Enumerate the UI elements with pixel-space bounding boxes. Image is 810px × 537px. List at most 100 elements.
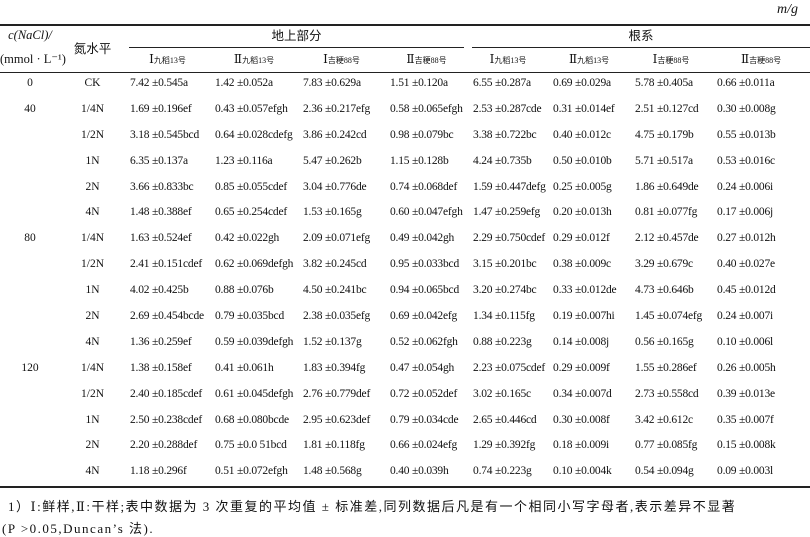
value-cell: 0.45 ±0.012d	[717, 284, 776, 297]
value-cell: 5.71 ±0.517a	[635, 154, 693, 167]
value-cell: 0.34 ±0.007d	[553, 387, 612, 400]
nitrogen-cell: 4N	[85, 335, 100, 348]
cultivar: 九稻13号	[577, 55, 610, 65]
value-cell: 0.35 ±0.007f	[717, 413, 774, 426]
value-cell: 0.25 ±0.005g	[553, 180, 612, 193]
value-cell: 2.38 ±0.035efg	[303, 309, 371, 322]
value-cell: 1.55 ±0.286ef	[635, 361, 697, 374]
value-cell: 0.24 ±0.006i	[717, 180, 773, 193]
value-cell: 0.50 ±0.010b	[553, 154, 612, 167]
value-cell: 0.88 ±0.223g	[473, 335, 532, 348]
value-cell: 2.23 ±0.075cdef	[473, 361, 545, 374]
value-cell: 0.51 ±0.072efgh	[215, 465, 288, 478]
value-cell: 0.30 ±0.008f	[553, 413, 610, 426]
cultivar: 吉粳88号	[749, 55, 782, 65]
table-row: 2N 2.69 ±0.454bcde 0.79 ±0.035bcd 2.38 ±0.0…	[0, 303, 810, 329]
table-row: 1N 4.02 ±0.425b 0.88 ±0.076b 4.50 ±0.241bc 0…	[0, 277, 810, 303]
nitrogen-cell: 1N	[85, 284, 100, 297]
conc-cell	[0, 148, 60, 174]
value-cell: 0.66 ±0.024efg	[390, 439, 458, 452]
footnote-line2: (P >0.05,Duncan’s 法).	[2, 521, 155, 536]
value-cell: 3.18 ±0.545bcd	[130, 128, 199, 141]
value-cell: 0.65 ±0.254cdef	[215, 206, 287, 219]
nitrogen-cell: 1/4N	[81, 361, 104, 374]
conc-cell	[0, 303, 60, 329]
value-cell: 1.69 ±0.196ef	[130, 102, 192, 115]
value-cell: 3.38 ±0.722bc	[473, 128, 537, 141]
value-cell: 3.02 ±0.165c	[473, 387, 531, 400]
value-cell: 3.66 ±0.833bc	[130, 180, 194, 193]
value-cell: 1.18 ±0.296f	[130, 465, 187, 478]
value-cell: 1.36 ±0.259ef	[130, 335, 192, 348]
value-cell: 0.38 ±0.009c	[553, 258, 611, 271]
value-cell: 0.53 ±0.016c	[717, 154, 775, 167]
value-cell: 0.52 ±0.062fgh	[390, 335, 458, 348]
conc-cell	[0, 122, 60, 148]
value-cell: 0.64 ±0.028cdefg	[215, 128, 293, 141]
column-header: Ⅰ吉粳88号	[298, 48, 385, 70]
value-cell: 4.02 ±0.425b	[130, 284, 189, 297]
value-cell: 0.95 ±0.033bcd	[390, 258, 459, 271]
value-cell: 1.42 ±0.052a	[215, 76, 273, 89]
nitrogen-cell: 2N	[85, 309, 100, 322]
sample-type: Ⅱ	[233, 51, 243, 66]
value-cell: 2.09 ±0.071efg	[303, 232, 371, 245]
nitrogen-cell: CK	[84, 76, 101, 89]
value-cell: 0.54 ±0.094g	[635, 465, 694, 478]
value-cell: 0.10 ±0.004k	[553, 465, 612, 478]
value-cell: 0.75 ±0.0 51bcd	[215, 439, 287, 452]
column-header: Ⅱ九稻13号	[210, 48, 298, 70]
value-cell: 0.42 ±0.022gh	[215, 232, 280, 245]
value-cell: 0.41 ±0.061h	[215, 361, 274, 374]
value-cell: 0.30 ±0.008g	[717, 102, 776, 115]
value-cell: 4.73 ±0.646b	[635, 284, 694, 297]
top-rule	[0, 24, 810, 26]
nitrogen-cell: 2N	[85, 439, 100, 452]
value-cell: 0.60 ±0.047efgh	[390, 206, 463, 219]
value-cell: 0.66 ±0.011a	[717, 76, 775, 89]
nitrogen-cell: 1/2N	[81, 128, 104, 141]
value-cell: 2.12 ±0.457de	[635, 232, 699, 245]
value-cell: 4.75 ±0.179b	[635, 128, 694, 141]
value-cell: 0.24 ±0.007i	[717, 309, 773, 322]
cultivar: 九稻13号	[242, 55, 275, 65]
value-cell: 1.83 ±0.394fg	[303, 361, 366, 374]
value-cell: 0.59 ±0.039defgh	[215, 335, 294, 348]
table-row: 2N 2.20 ±0.288def 0.75 ±0.0 51bcd 1.81 ±0.1…	[0, 432, 810, 458]
value-cell: 0.14 ±0.008j	[553, 335, 609, 348]
value-cell: 2.65 ±0.446cd	[473, 413, 537, 426]
unit-label: m/g	[777, 2, 798, 17]
value-cell: 1.23 ±0.116a	[215, 154, 273, 167]
value-cell: 2.40 ±0.185cdef	[130, 387, 202, 400]
value-cell: 5.78 ±0.405a	[635, 76, 693, 89]
column-header: Ⅱ吉粳88号	[712, 48, 810, 70]
conc-cell: 80	[24, 232, 36, 245]
cultivar: 九稻13号	[153, 55, 186, 65]
value-cell: 2.36 ±0.217efg	[303, 102, 371, 115]
value-cell: 1.59 ±0.447defg	[473, 180, 546, 193]
cultivar: 吉粳88号	[414, 55, 447, 65]
table-row: 40 1/4N 1.69 ±0.196ef 0.43 ±0.057efgh 2.36 ±…	[0, 96, 810, 122]
nitrogen-cell: 1N	[85, 413, 100, 426]
table-row: 2N 3.66 ±0.833bc 0.85 ±0.055cdef 3.04 ±0.77…	[0, 174, 810, 200]
conc-cell	[0, 458, 60, 484]
value-cell: 1.53 ±0.165g	[303, 206, 362, 219]
value-cell: 0.69 ±0.042efg	[390, 309, 458, 322]
table-row: 1N 2.50 ±0.238cdef 0.68 ±0.080bcde 2.95 ±0.…	[0, 407, 810, 433]
value-cell: 0.61 ±0.045defgh	[215, 387, 294, 400]
column-header: Ⅰ吉粳88号	[630, 48, 712, 70]
value-cell: 0.77 ±0.085fg	[635, 439, 698, 452]
bottom-rule	[0, 486, 810, 488]
value-cell: 6.35 ±0.137a	[130, 154, 188, 167]
sample-type: Ⅱ	[406, 51, 415, 66]
nitrogen-cell: 4N	[85, 206, 100, 219]
value-cell: 2.20 ±0.288def	[130, 439, 198, 452]
value-cell: 5.47 ±0.262b	[303, 154, 362, 167]
conc-cell	[0, 432, 60, 458]
group-shoot: 地上部分	[125, 25, 468, 48]
conc-cell: 40	[24, 102, 36, 115]
value-cell: 1.51 ±0.120a	[390, 76, 448, 89]
nitrogen-cell: 1/2N	[81, 258, 104, 271]
table-row: 1/2N 3.18 ±0.545bcd 0.64 ±0.028cdefg 3.86 ±…	[0, 122, 810, 148]
nitrogen-cell: 2N	[85, 180, 100, 193]
